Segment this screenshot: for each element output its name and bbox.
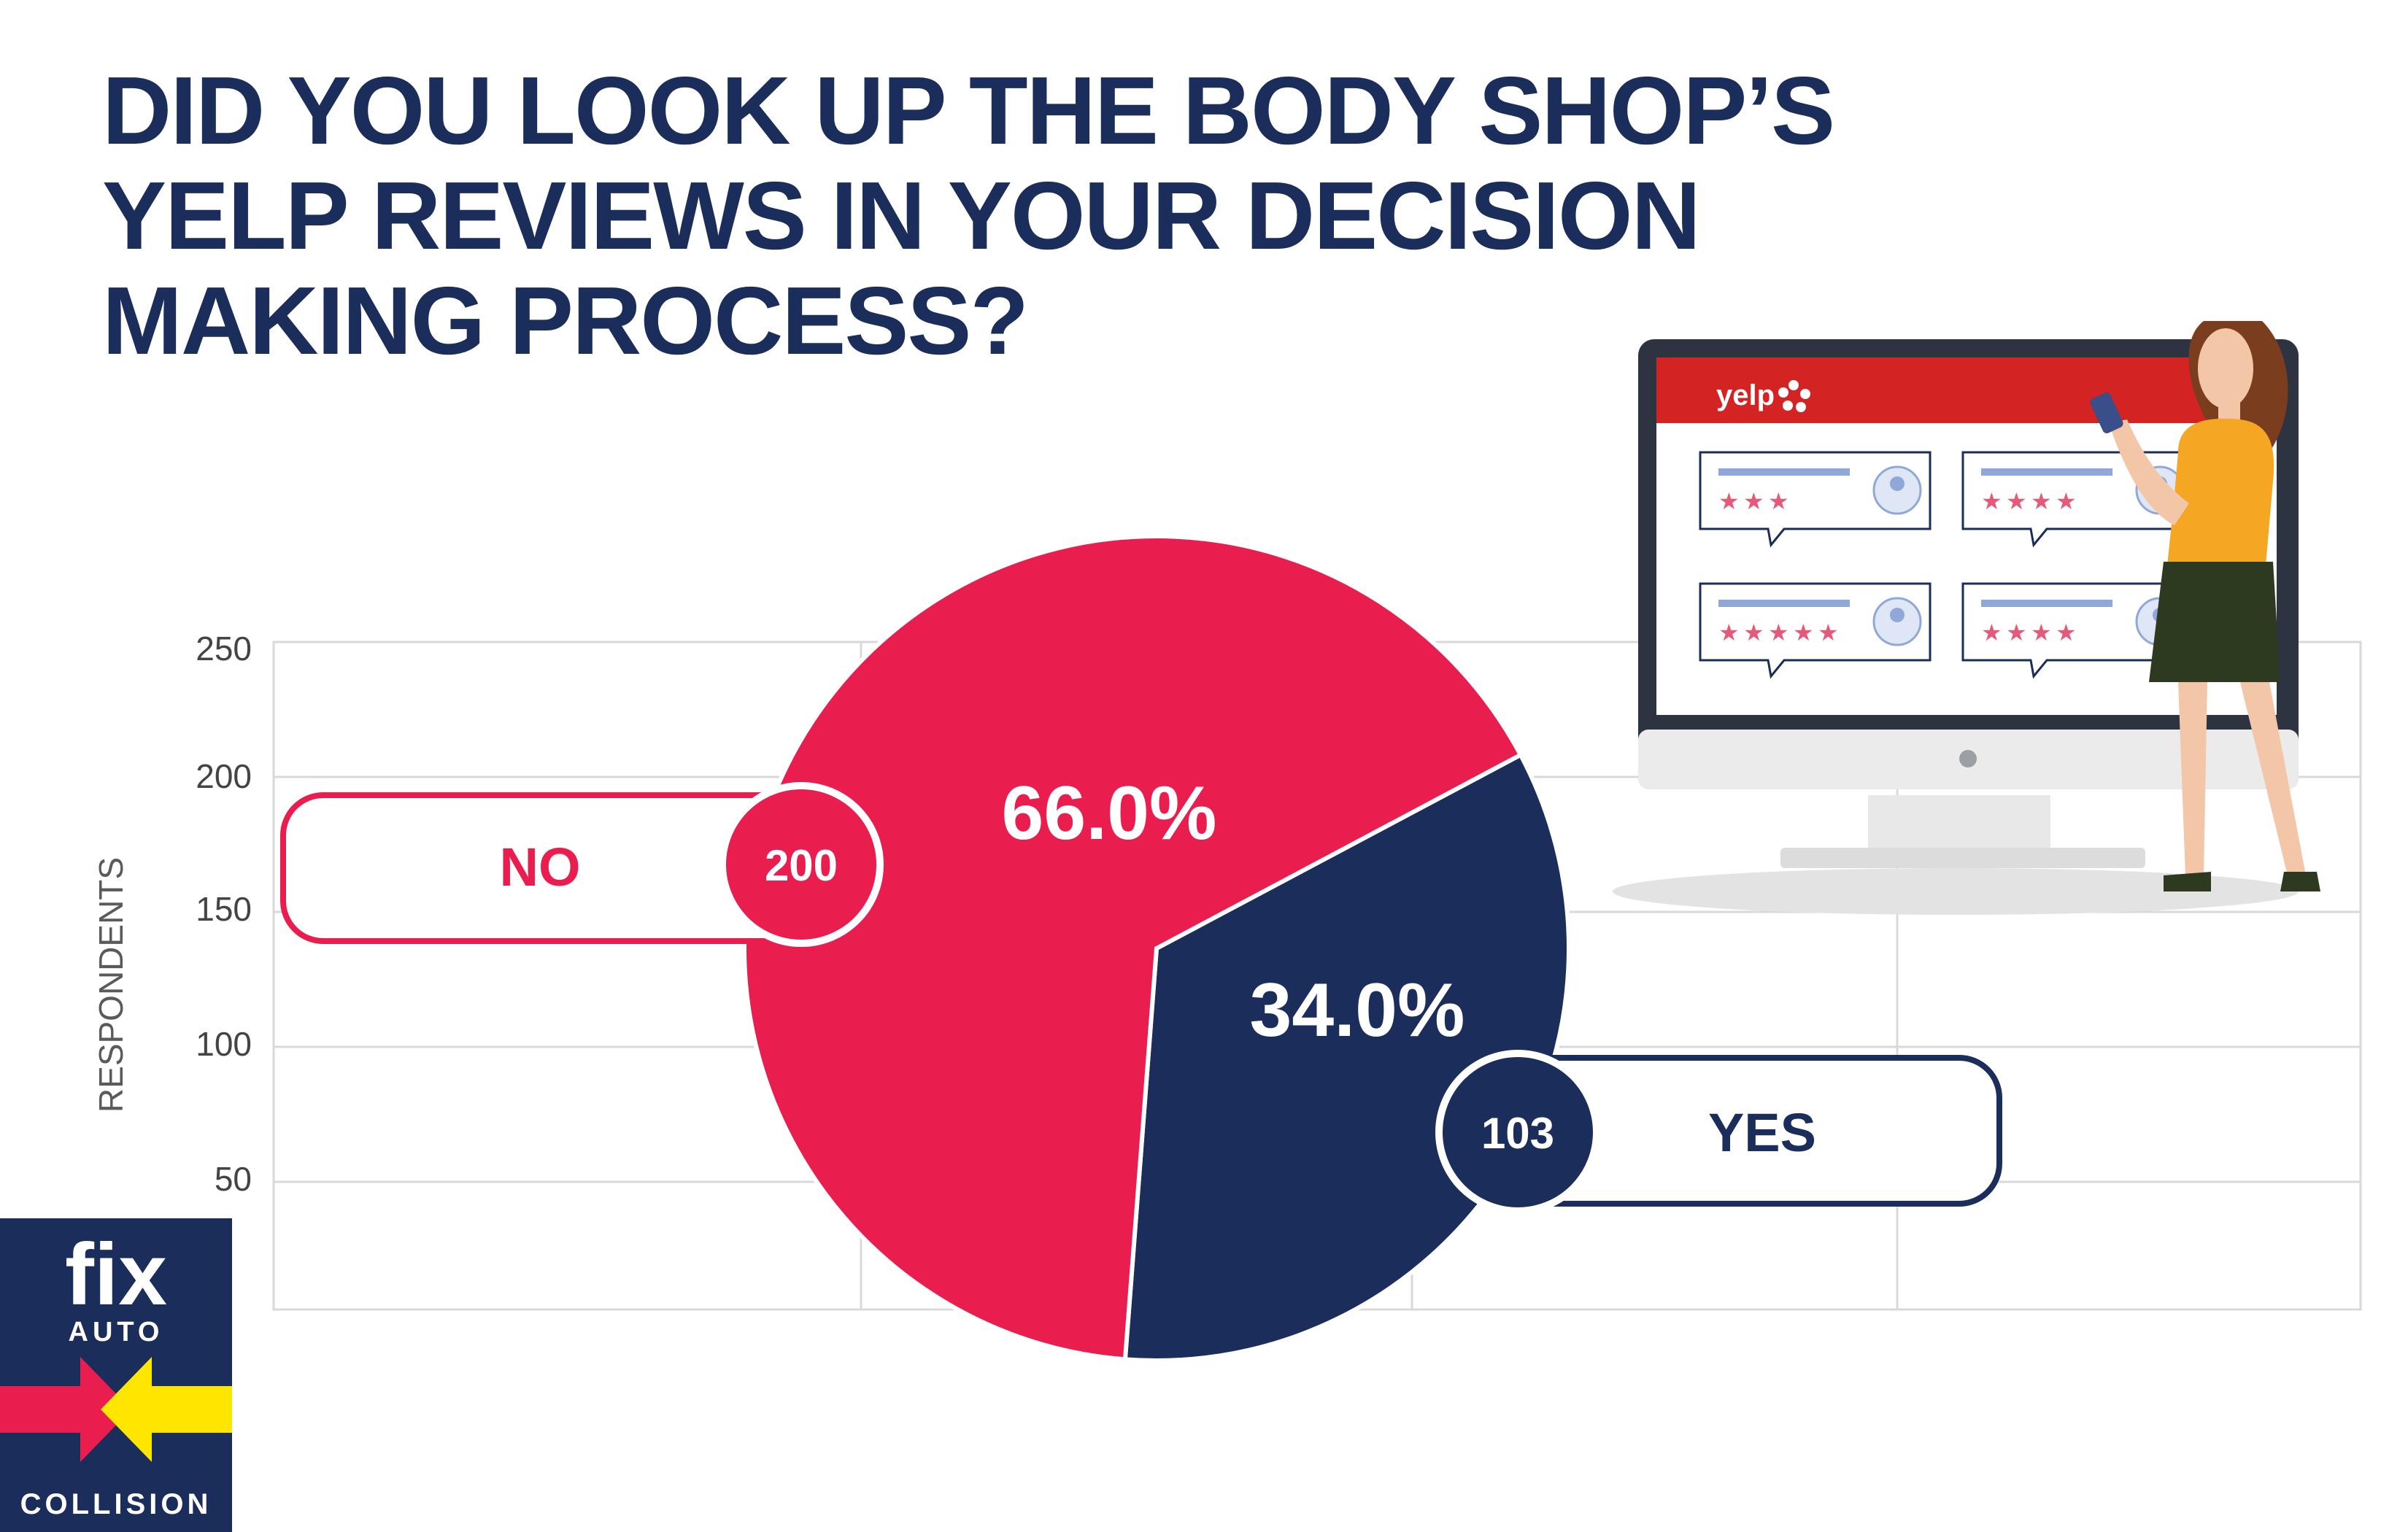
y-ticks: 250 200 150 100 50 (196, 630, 252, 1198)
review-card: ★ ★ ★ ★ ★ (1699, 582, 1932, 679)
star-icon: ★ (1981, 487, 2002, 515)
callout-no: NO 200 (280, 782, 884, 947)
pie-slice-no (742, 533, 1524, 1362)
monitor-neck (1868, 795, 2050, 854)
yelp-header-bar (1656, 357, 2277, 423)
woman-leg-left (2178, 682, 2207, 875)
star-icon: ★ (2031, 619, 2052, 646)
yelp-illustration: yelp ★ ★ ★ ★ ★ ★ ★★ ★ ★ ★ ★ ★ ★ ★ ★ (1613, 321, 2320, 915)
fix-auto-collision-logo: fix AUTO COLLISION (0, 1218, 232, 1532)
monitor-stand (1780, 848, 2145, 868)
y-tick-50: 50 (215, 1160, 252, 1198)
star-icon: ★ (1743, 487, 1764, 515)
callout-no-badge (719, 782, 884, 947)
woman-shoe-left (2164, 872, 2211, 891)
woman-leg-right (2240, 682, 2306, 875)
star-icon: ★ (2031, 487, 2052, 515)
logo-word-collision: COLLISION (20, 1488, 212, 1520)
review-text-line (1981, 468, 2112, 476)
callout-no-label: NO (500, 837, 581, 897)
review-text-line (1718, 600, 1850, 607)
review-text-line (1718, 468, 1850, 476)
logo-arrows-icon (0, 1357, 232, 1462)
star-icon: ★ (2006, 487, 2027, 515)
y-axis-label: RESPONDENTS (92, 857, 130, 1113)
star-icon: ★ (1718, 619, 1740, 646)
y-tick-150: 150 (196, 890, 252, 928)
star-icon: ★ (2056, 487, 2077, 515)
star-icon: ★ (1768, 619, 1789, 646)
logo-background (0, 1218, 232, 1532)
y-tick-250: 250 (196, 630, 252, 668)
review-card: ★ ★ ★ (1699, 451, 1932, 548)
pct-label-no: 66.0% (1002, 771, 1217, 856)
chart-title: DID YOU LOOK UP THE BODY SHOP’S YELP REV… (102, 58, 2218, 374)
floor-shadow (1613, 868, 2299, 915)
star-icon: ★ (1981, 619, 2002, 646)
y-tick-100: 100 (196, 1025, 252, 1063)
star-icon: ★ (1718, 487, 1740, 515)
review-text-line (1981, 600, 2112, 607)
woman-top (2167, 418, 2274, 565)
title-line-1: DID YOU LOOK UP THE BODY SHOP’S (102, 57, 1835, 164)
yelp-logo: yelp (1716, 379, 1775, 411)
callout-yes: YES 103 (1435, 1050, 2002, 1215)
woman-shoe-right (2280, 872, 2320, 891)
avatar-head-icon (1890, 608, 1905, 622)
star-icon: ★ (1818, 619, 1839, 646)
pct-label-yes: 34.0% (1250, 968, 1465, 1053)
star-icon: ★ (1768, 487, 1789, 515)
star-icon: ★ (1743, 619, 1764, 646)
callout-yes-value: 103 (1481, 1109, 1554, 1158)
star-icon: ★ (1793, 619, 1814, 646)
woman-figure (2090, 321, 2320, 891)
woman-skirt (2149, 562, 2280, 682)
logo-word-fix: fix (65, 1226, 167, 1323)
avatar-head-icon (1890, 476, 1905, 491)
woman-face (2198, 328, 2253, 409)
title-line-2: YELP REVIEWS IN YOUR DECISION (102, 162, 1701, 269)
star-icon: ★ (2006, 619, 2027, 646)
woman-arm (2109, 419, 2189, 525)
title-line-3: MAKING PROCESS? (102, 267, 1029, 374)
callout-yes-badge (1435, 1050, 1600, 1215)
y-tick-200: 200 (196, 757, 252, 795)
power-button-icon (1959, 750, 1977, 767)
star-icon: ★ (2056, 619, 2077, 646)
pie-chart (742, 533, 1572, 1363)
callout-no-value: 200 (765, 841, 838, 890)
callout-yes-label: YES (1708, 1102, 1816, 1163)
yelp-burst-icon (1778, 380, 1810, 412)
phone-icon (2090, 392, 2123, 433)
logo-word-auto: AUTO (69, 1317, 164, 1347)
